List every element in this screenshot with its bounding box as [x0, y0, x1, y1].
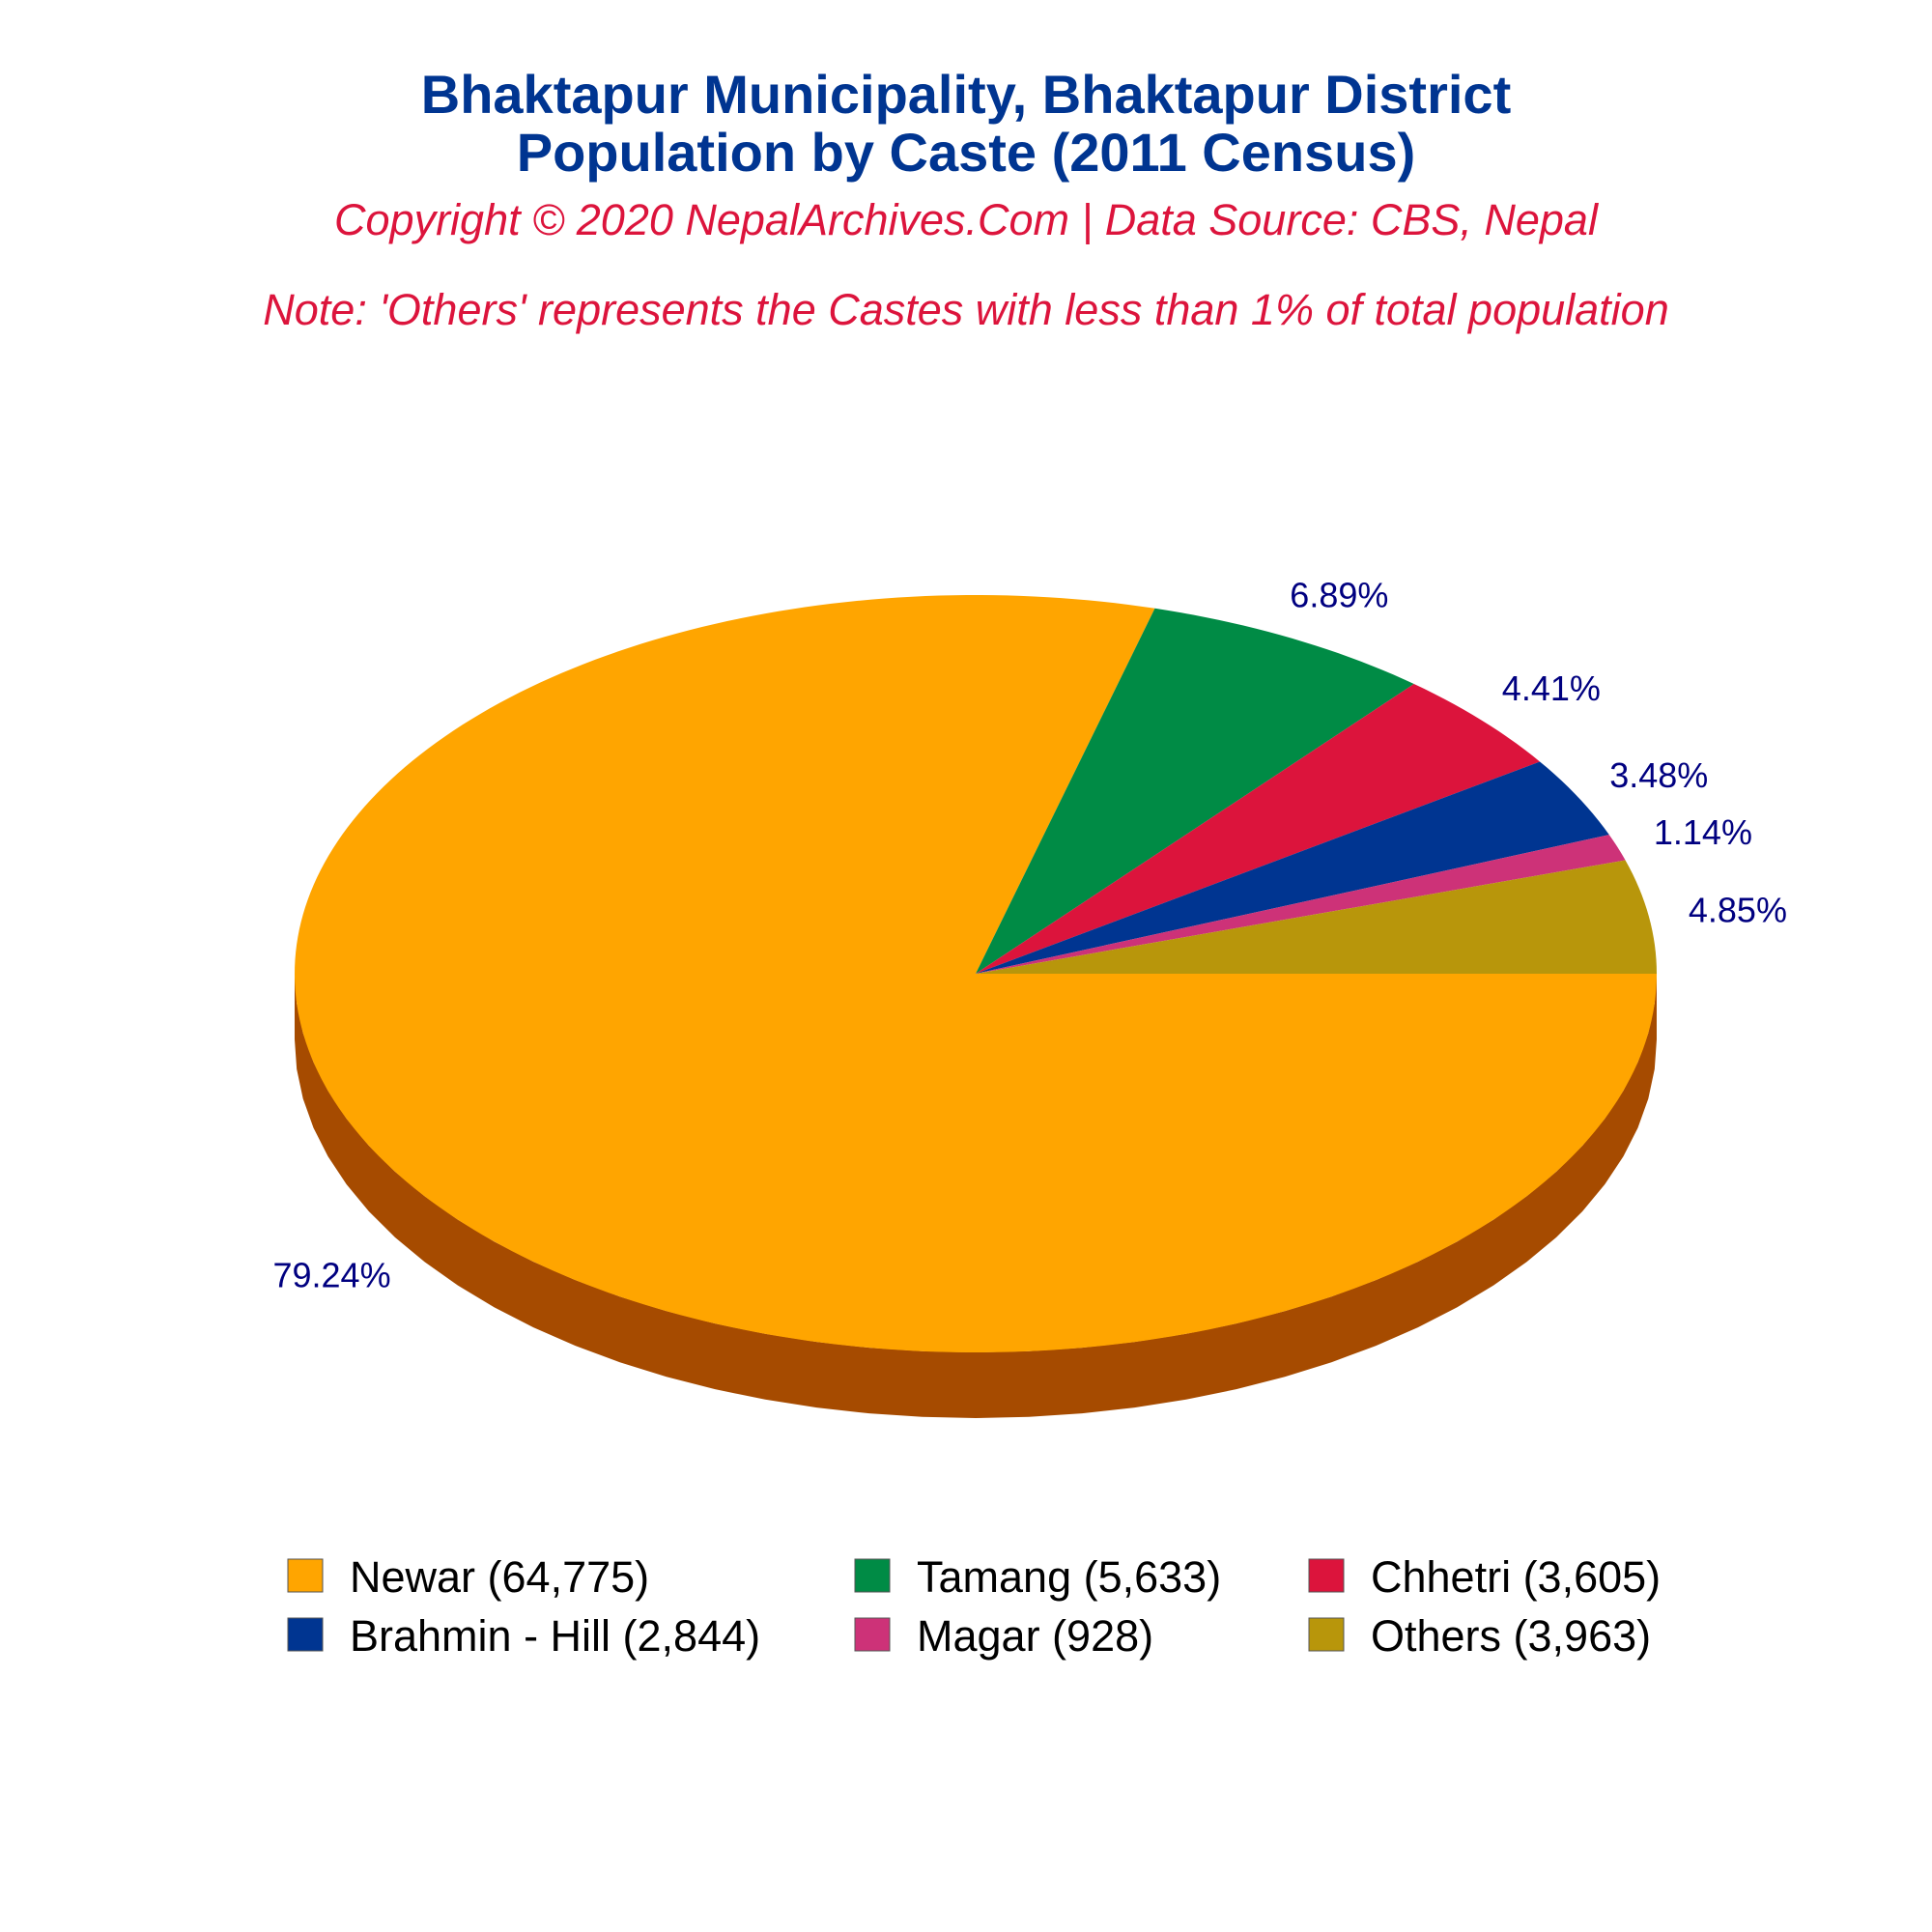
- legend-label-brahmin-hill: Brahmin - Hill (2,844): [350, 1611, 760, 1661]
- legend-swatch-magar: [854, 1617, 891, 1652]
- pie-group: [295, 595, 1657, 1418]
- legend-label-magar: Magar (928): [917, 1611, 1153, 1661]
- pie-slice-magar: [976, 835, 1626, 974]
- legend-label-tamang: Tamang (5,633): [917, 1552, 1221, 1602]
- pie-slice-brahmin-hill: [976, 761, 1609, 974]
- pie-slice-tamang: [976, 608, 1414, 974]
- chart-subtitle: Population by Caste (2011 Census): [517, 122, 1415, 183]
- legend-label-newar: Newar (64,775): [350, 1552, 649, 1602]
- legend-label-others: Others (3,963): [1371, 1611, 1651, 1661]
- percent-label-chhetri: 4.41%: [1502, 668, 1601, 708]
- legend: Newar (64,775) Tamang (5,633) Chhetri (3,6…: [287, 1552, 1661, 1661]
- percent-label-tamang: 6.89%: [1290, 576, 1388, 615]
- pie-side-newar: [295, 974, 1657, 1418]
- legend-swatch-others: [1308, 1617, 1345, 1652]
- pie-slice-others: [976, 860, 1657, 974]
- legend-swatch-newar: [287, 1558, 324, 1593]
- note-text: Note: 'Others' represents the Castes wit…: [263, 285, 1668, 334]
- percent-label-magar: 1.14%: [1654, 812, 1752, 852]
- percent-label-others: 4.85%: [1689, 891, 1787, 930]
- copyright-text: Copyright © 2020 NepalArchives.Com | Dat…: [334, 195, 1600, 244]
- percent-label-brahmin-hill: 3.48%: [1609, 755, 1708, 795]
- percent-label-newar: 79.24%: [272, 1255, 390, 1294]
- percent-labels: 79.24% 6.89% 4.41% 3.48% 1.14% 4.85%: [272, 576, 1786, 1295]
- pie-slice-chhetri: [976, 683, 1541, 974]
- pie-slice-newar: [295, 595, 1657, 1352]
- chart-title: Bhaktapur Municipality, Bhaktapur Distri…: [421, 64, 1511, 125]
- legend-label-chhetri: Chhetri (3,605): [1371, 1552, 1661, 1602]
- legend-swatch-chhetri: [1308, 1558, 1345, 1593]
- legend-swatch-brahmin-hill: [287, 1617, 324, 1652]
- legend-swatch-tamang: [854, 1558, 891, 1593]
